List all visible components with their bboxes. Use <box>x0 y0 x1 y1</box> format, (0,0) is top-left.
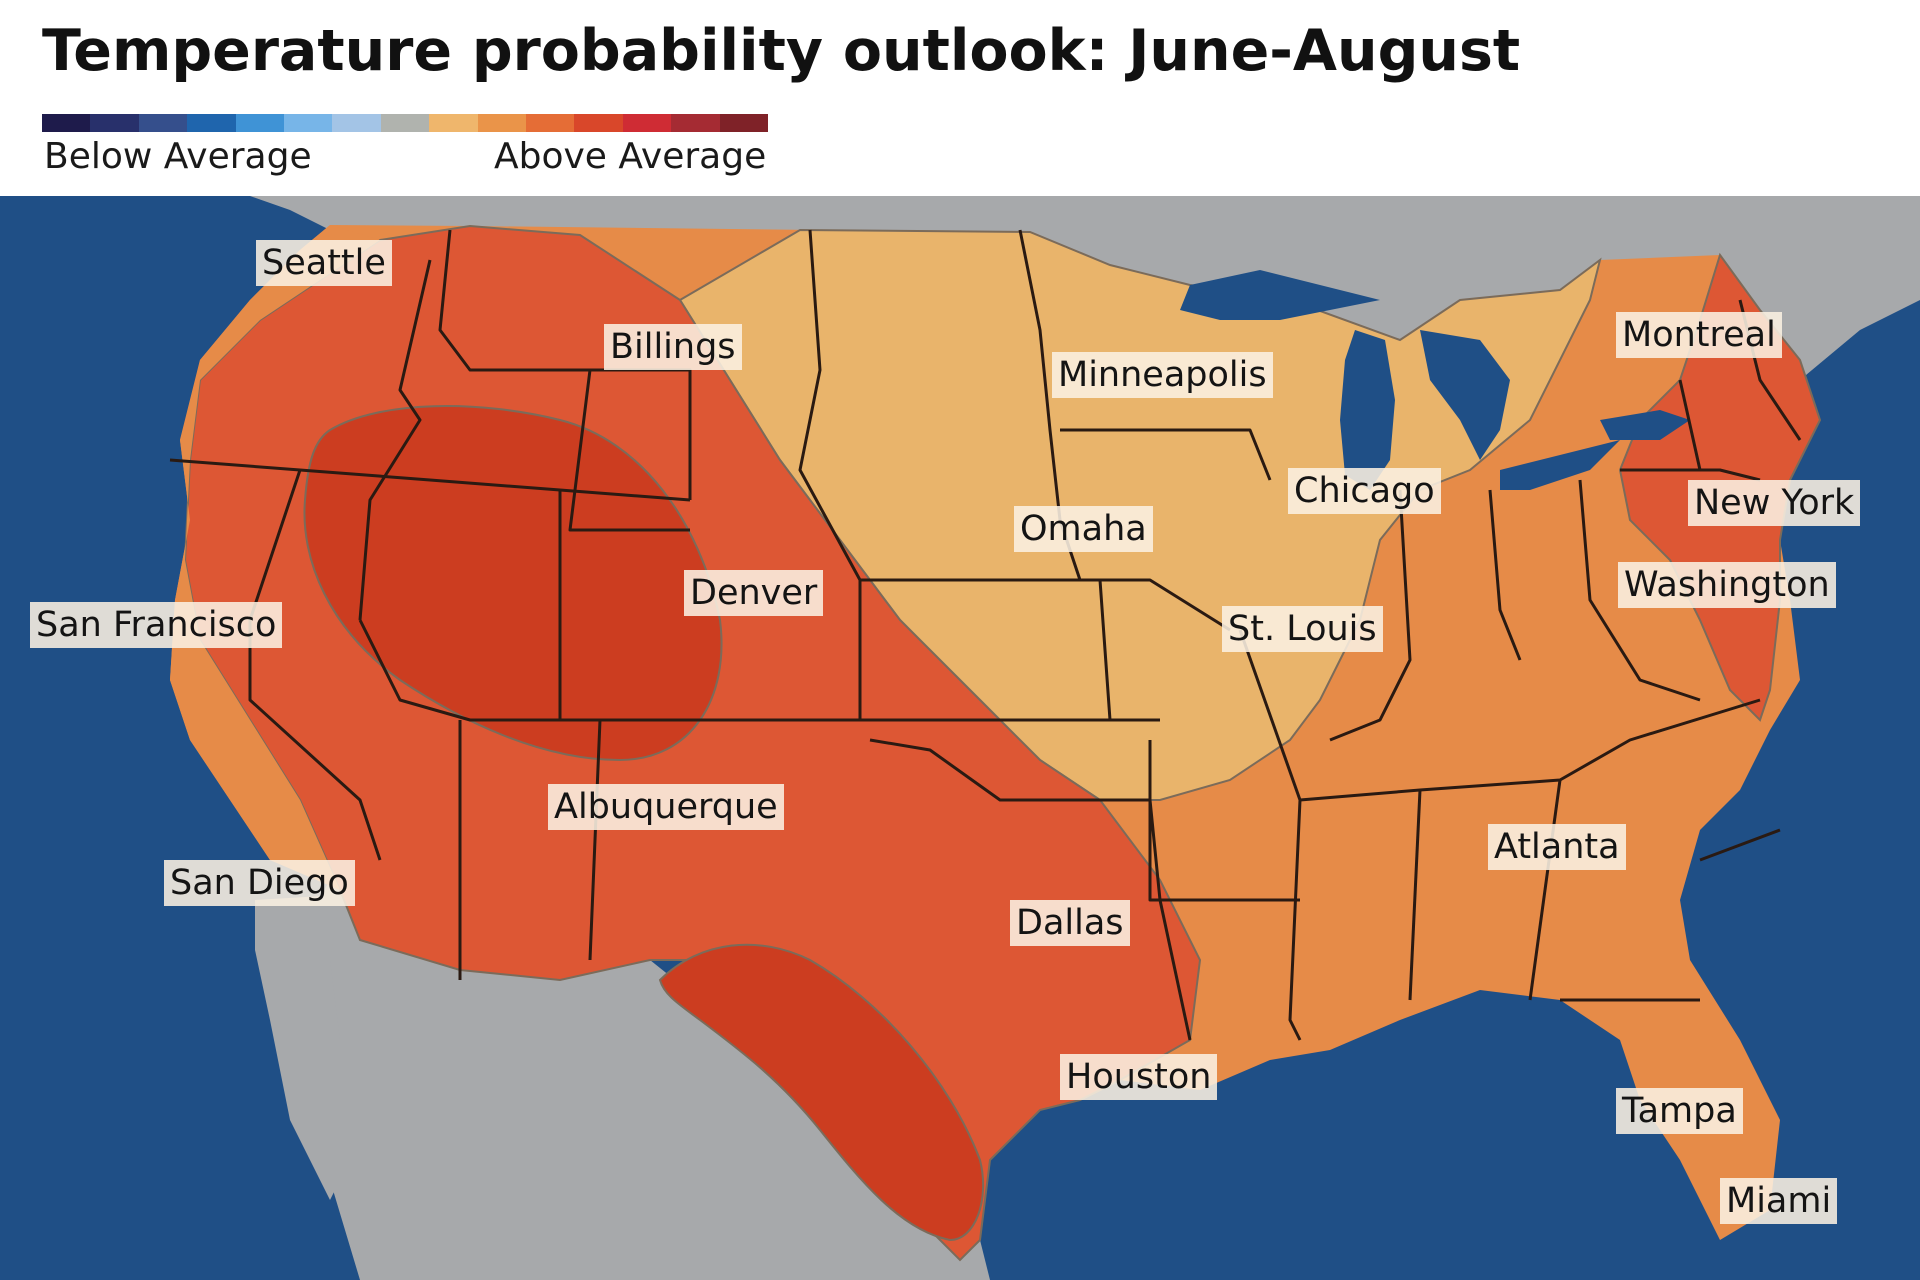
legend-swatch-14 <box>671 114 720 132</box>
city-label-denver: Denver <box>684 570 824 616</box>
lake-huron <box>1420 330 1510 460</box>
legend-swatch-6 <box>284 114 333 132</box>
legend-color-scale <box>42 114 769 132</box>
city-label-billings: Billings <box>604 324 742 370</box>
city-label-omaha: Omaha <box>1014 506 1153 552</box>
legend-swatch-15 <box>719 114 769 132</box>
legend-swatch-1 <box>42 114 91 132</box>
city-label-albuquerque: Albuquerque <box>548 784 784 830</box>
city-label-san-francisco: San Francisco <box>30 602 283 648</box>
legend-swatch-3 <box>138 114 188 132</box>
tier-highest-zone-texas <box>658 943 985 1242</box>
legend-below-label: Below Average <box>44 136 312 177</box>
city-label-san-diego: San Diego <box>164 860 355 906</box>
city-label-minneapolis: Minneapolis <box>1052 352 1273 398</box>
lake-erie <box>1500 440 1620 490</box>
tier-mid-westcoast <box>170 225 380 890</box>
city-label-montreal: Montreal <box>1616 312 1782 358</box>
legend-swatch-5 <box>235 114 285 132</box>
legend-swatch-10 <box>477 114 527 132</box>
legend-swatch-4 <box>187 114 236 132</box>
city-label-houston: Houston <box>1060 1054 1218 1100</box>
lake-superior <box>1180 270 1380 320</box>
legend-swatch-13 <box>622 114 672 132</box>
city-label-chicago: Chicago <box>1288 468 1441 514</box>
legend-swatch-9 <box>429 114 478 132</box>
header: Temperature probability outlook: June-Au… <box>0 0 1920 196</box>
legend-above-label: Above Average <box>494 136 767 177</box>
baja-land <box>255 895 360 1200</box>
city-label-tampa: Tampa <box>1616 1088 1743 1134</box>
city-label-new-york: New York <box>1688 480 1861 526</box>
legend-swatch-2 <box>90 114 139 132</box>
page-title: Temperature probability outlook: June-Au… <box>42 18 1521 84</box>
legend-swatch-7 <box>332 114 381 132</box>
city-label-seattle: Seattle <box>256 240 392 286</box>
legend-swatch-8 <box>380 114 430 132</box>
city-label-st-louis: St. Louis <box>1222 606 1383 652</box>
outlook-map: Seattle Billings Minneapolis Montreal Ch… <box>0 196 1920 1280</box>
city-label-atlanta: Atlanta <box>1488 824 1626 870</box>
lake-michigan <box>1340 330 1395 490</box>
mexico-land <box>290 880 990 1280</box>
city-label-dallas: Dallas <box>1010 900 1130 946</box>
city-label-miami: Miami <box>1720 1178 1838 1224</box>
lake-ontario <box>1600 410 1690 440</box>
legend-swatch-12 <box>574 114 623 132</box>
legend-swatch-11 <box>526 114 575 132</box>
city-label-washington: Washington <box>1618 562 1836 608</box>
map-canvas <box>0 196 1920 1280</box>
state-borders <box>169 229 1802 1041</box>
